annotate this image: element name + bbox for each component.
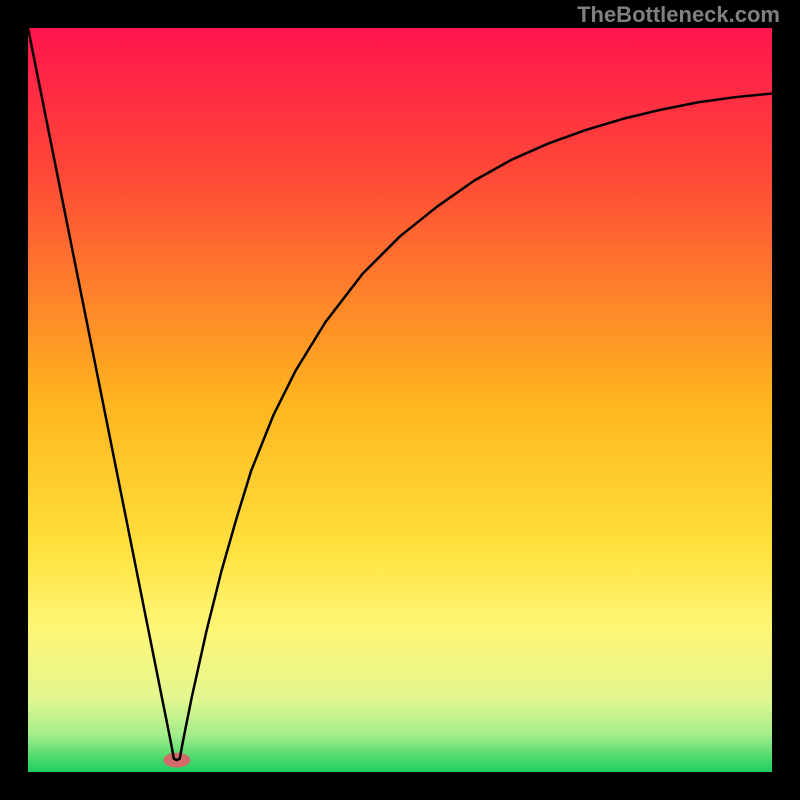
plot-svg	[28, 28, 772, 772]
chart-container: TheBottleneck.com	[0, 0, 800, 800]
watermark-text: TheBottleneck.com	[577, 2, 780, 28]
plot-area	[28, 28, 772, 772]
gradient-background	[28, 28, 772, 772]
